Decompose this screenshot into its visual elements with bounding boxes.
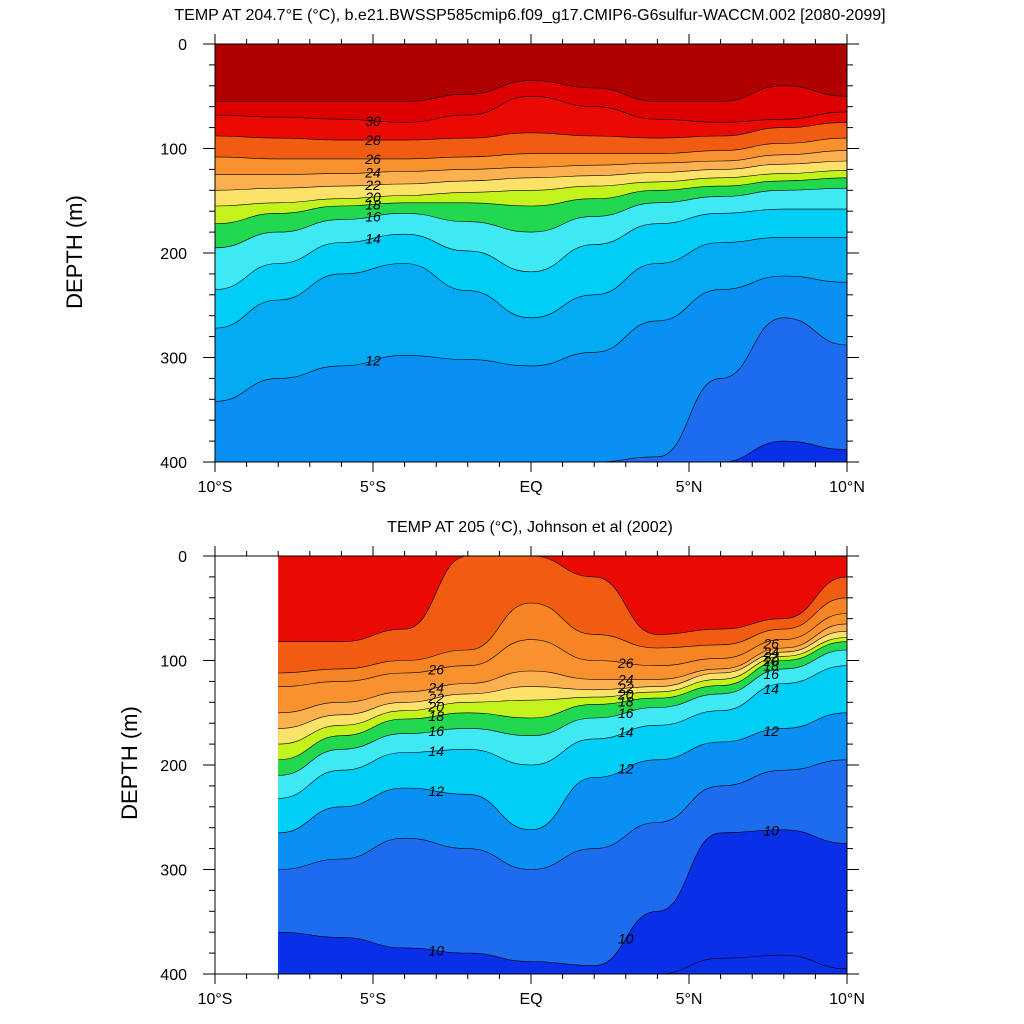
y-axis-title: DEPTH (m) <box>117 706 142 820</box>
isotherm-line <box>278 623 848 714</box>
isotherm-line <box>214 160 848 191</box>
y-tick-label: 400 <box>160 967 187 984</box>
contour-label: 24 <box>364 165 381 181</box>
isotherm-line <box>278 637 848 745</box>
isotherm-line <box>278 649 848 776</box>
isotherm-line <box>215 150 848 175</box>
contour-label: 20 <box>617 686 634 702</box>
contour-label: 16 <box>618 705 634 721</box>
contour-label: 10 <box>618 930 634 946</box>
y-tick-label: 200 <box>160 246 187 263</box>
contour-label: 14 <box>763 681 779 697</box>
isotherm-line <box>278 712 848 834</box>
contour-label: 28 <box>364 132 381 148</box>
x-tick-label: 10°S <box>198 479 233 496</box>
axes: 10°S 5°S EQ 5°N 10°N 0 100 200 300 400 <box>160 546 865 1008</box>
isotherm-line <box>214 275 848 402</box>
contour-label: 14 <box>428 743 444 759</box>
isotherm-line <box>214 170 848 207</box>
isotherm-line <box>215 80 848 102</box>
contour-label: 10 <box>763 822 779 838</box>
contour-label: 22 <box>617 680 634 696</box>
contour-band <box>215 441 847 462</box>
chart-title: TEMP AT 204.7°E (°C), b.e21.BWSSP585cmip… <box>174 7 885 24</box>
isotherm-line <box>278 665 848 799</box>
x-tick-label: 5°N <box>676 991 703 1008</box>
contour-label: 18 <box>428 708 444 724</box>
contour-label: 18 <box>365 196 381 212</box>
contour-label: 18 <box>618 693 634 709</box>
contour-label: 26 <box>762 635 779 651</box>
contour-label: 16 <box>428 723 444 739</box>
y-tick-label: 100 <box>160 654 187 671</box>
y-tick-label: 0 <box>178 549 187 566</box>
contour-label: 24 <box>427 680 444 696</box>
contour-label: 18 <box>763 658 779 674</box>
y-axis-title: DEPTH (m) <box>62 195 87 309</box>
x-tick-label: EQ <box>519 991 542 1008</box>
x-tick-label: 10°N <box>829 991 865 1008</box>
contour-label: 14 <box>618 724 634 740</box>
isotherm-line <box>278 555 848 642</box>
contour-label: 14 <box>365 230 381 246</box>
isotherm-line <box>214 187 848 249</box>
contour-label: 12 <box>428 783 444 799</box>
contour-label: 26 <box>427 661 444 677</box>
y-tick-label: 300 <box>160 351 187 368</box>
isotherm-line <box>278 759 848 870</box>
axes: 10°S 5°S EQ 5°N 10°N 0 100 200 300 400 <box>160 34 865 496</box>
x-tick-label: 5°S <box>360 479 386 496</box>
x-tick-label: EQ <box>519 479 542 496</box>
chart-panel-observed: TEMP AT 205 (°C), Johnson et al (2002) D… <box>117 519 865 1008</box>
isotherm-line <box>278 613 848 687</box>
contour-band <box>215 276 847 462</box>
x-tick-label: 5°S <box>360 991 386 1008</box>
chart-title: TEMP AT 205 (°C), Johnson et al (2002) <box>387 519 673 536</box>
contour-label: 22 <box>364 177 381 193</box>
contour-label: 12 <box>618 761 634 777</box>
y-tick-label: 400 <box>160 455 187 472</box>
isotherm-line <box>278 829 848 966</box>
isotherm-line <box>214 122 848 141</box>
contour-label: 10 <box>428 942 444 958</box>
isotherm-line <box>214 237 847 329</box>
contour-label: 20 <box>762 653 779 669</box>
x-tick-label: 5°N <box>676 479 703 496</box>
y-tick-label: 300 <box>160 863 187 880</box>
contour-label: 26 <box>364 151 381 167</box>
x-tick-label: 10°S <box>198 991 233 1008</box>
plot-area: 2624222018161412102624222018161412102624… <box>278 555 848 975</box>
isotherm-line <box>214 177 848 224</box>
contour-label: 12 <box>763 723 779 739</box>
contour-label: 26 <box>617 655 634 671</box>
isotherm-line <box>278 630 848 729</box>
contour-label: 22 <box>427 690 444 706</box>
contour-label: 24 <box>617 671 634 687</box>
contour-band <box>278 955 847 974</box>
contour-label: 20 <box>427 698 444 714</box>
y-tick-label: 0 <box>178 37 187 54</box>
chart-panel-model: TEMP AT 204.7°E (°C), b.e21.BWSSP585cmip… <box>62 7 886 496</box>
contour-label: 12 <box>365 353 381 369</box>
y-tick-label: 200 <box>160 758 187 775</box>
isotherm-line <box>214 137 848 160</box>
contour-label: 24 <box>762 644 779 660</box>
y-tick-label: 100 <box>160 142 187 159</box>
contour-label: 22 <box>762 648 779 664</box>
x-tick-label: 10°N <box>829 479 865 496</box>
contour-label: 20 <box>364 189 381 205</box>
isotherm-line <box>278 641 848 761</box>
contour-band <box>278 829 847 974</box>
contour-label: 16 <box>763 666 779 682</box>
contour-label: 30 <box>365 113 381 129</box>
isotherm-line <box>214 208 847 290</box>
isotherm-line <box>214 95 848 123</box>
contour-label: 16 <box>365 208 381 224</box>
contour-band <box>215 317 847 462</box>
isotherm-line <box>278 597 848 674</box>
